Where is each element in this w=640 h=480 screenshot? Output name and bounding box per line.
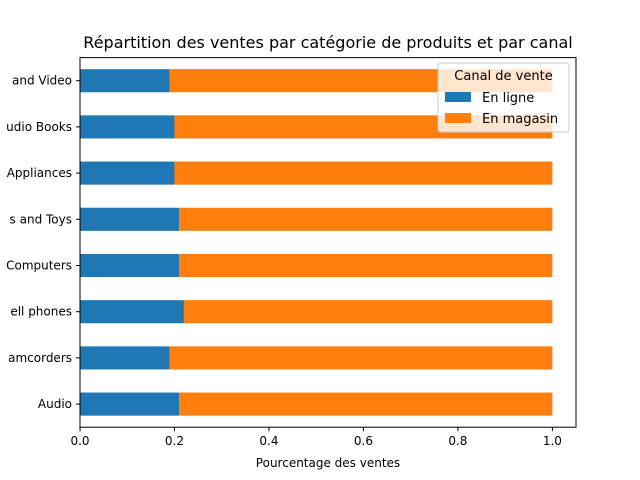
y-tick-label: s and Toys [10,212,72,226]
x-tick-label: 0.6 [354,434,373,448]
x-tick-label: 0.8 [448,434,467,448]
bar-en-magasin-computers [179,253,553,278]
x-tick-label: 0.0 [70,434,89,448]
legend: Canal de vente En ligne En magasin [437,62,570,133]
bar-en-magasin-games-and-toys [179,207,553,231]
y-tick-label: Appliances [7,166,72,180]
bar-en-ligne-movies-and-audio-books [80,115,175,139]
y-tick-label: amcorders [8,351,72,365]
y-axis: Audio amcorders ell phones Computers s and T… [6,74,80,411]
chart-title: Répartition des ventes par catégorie de … [83,33,572,52]
x-axis-label: Pourcentage des ventes [256,456,400,470]
y-tick-label: Audio [38,397,72,411]
plot-frame [79,57,577,428]
x-tick-label: 0.4 [259,434,278,448]
bar-en-ligne-camcorders [80,346,170,370]
legend-label-en-magasin: En magasin [482,112,558,127]
x-axis: 0.0 0.2 0.4 0.6 0.8 1.0 [70,427,562,448]
bar-en-magasin-audio [179,392,553,416]
y-tick-label: and Video [12,74,72,88]
x-tick-label: 0.2 [165,434,184,448]
bar-en-ligne-home-appliances [80,161,175,185]
bar-en-ligne-tv-and-video [80,69,170,93]
bar-en-ligne-cell-phones [80,300,184,324]
bar-en-ligne-computers [80,253,180,278]
bar-en-magasin-camcorders [169,346,553,370]
legend-swatch-en-ligne [445,92,471,102]
bars-group [80,69,553,416]
legend-swatch-en-magasin [445,113,471,123]
legend-title: Canal de vente [454,69,552,84]
bar-en-ligne-audio [80,392,180,416]
legend-label-en-ligne: En ligne [482,91,534,106]
x-tick-label: 1.0 [543,434,562,448]
y-tick-label: ell phones [10,305,72,319]
bar-en-ligne-games-and-toys [80,207,180,231]
bar-en-magasin-home-appliances [174,161,553,185]
y-tick-label: Computers [6,259,72,273]
bar-en-magasin-cell-phones [183,300,553,324]
y-tick-label: udio Books [6,120,72,134]
